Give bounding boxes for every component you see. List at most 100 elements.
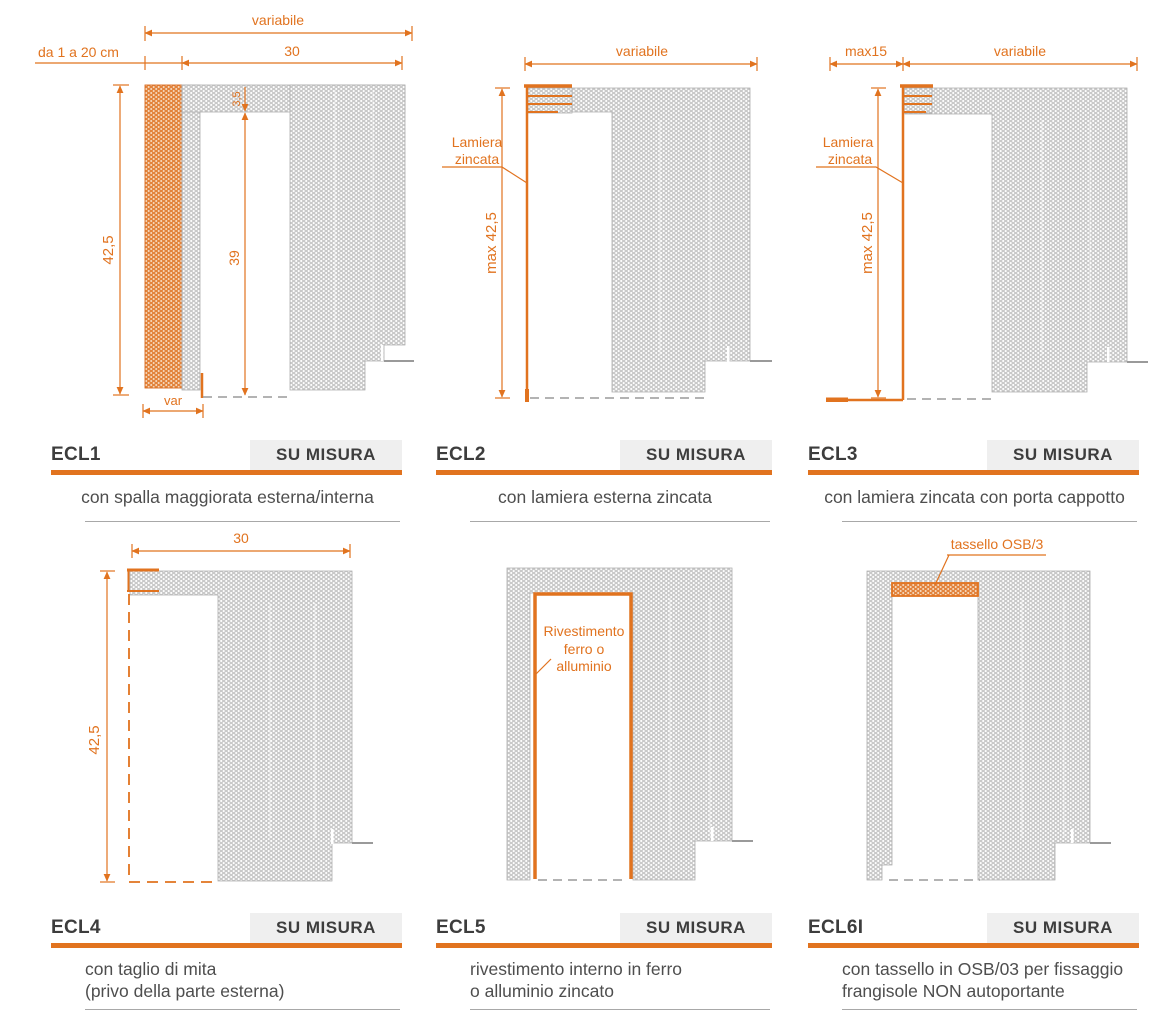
accent-bar [436,943,772,948]
description-line: con tassello in OSB/03 per fissaggio [842,959,1124,979]
svg-text:Lamiera: Lamiera [452,134,503,150]
panel-ecl4: 30 42,5 ECL4 SU MISURA con taglio di mit… [35,528,420,1010]
wall-notch [331,829,334,844]
leader-line [442,166,528,184]
ecl1-walls [144,84,414,398]
label-rivestimento: Rivestimento ferro o alluminio [535,623,625,675]
description-line: con spalla maggiorata esterna/interna [81,487,374,507]
panel-ecl2: variabile max 42,5 Lamiera zincata ECL2 … [420,0,790,523]
dim-30: 30 [181,43,403,70]
panel-description: con spalla maggiorata esterna/interna [35,486,420,508]
svg-text:da 1 a 20 cm: da 1 a 20 cm [38,44,119,60]
panel-id: ECL1 [51,444,101,465]
description-line: con taglio di mita [85,959,217,979]
panel-description: con tassello in OSB/03 per fissaggio fra… [792,958,1157,1003]
accent-bar [436,470,772,475]
accent-bar [51,943,402,948]
main-wall [289,84,406,391]
bottom-divider [842,521,1137,523]
label-lamiera-zincata: Lamiera zincata [816,134,904,184]
wall-notch [711,827,714,841]
ecl3-walls [826,84,1148,402]
su-misura-badge: SU MISURA [620,440,772,470]
svg-text:42,5: 42,5 [86,725,103,754]
main-wall [866,570,1091,881]
description-line: frangisole NON autoportante [842,981,1065,1002]
wall-notch [727,346,730,362]
dim-variabile: variabile [524,43,758,71]
ecl3-titlebar: ECL3 SU MISURA [808,440,1139,470]
description-line: o alluminio zincato [470,981,614,1002]
ecl2-drawing: variabile max 42,5 Lamiera zincata [442,43,772,402]
panel-ecl5: Rivestimento ferro o alluminio ECL5 SU M… [420,528,790,1010]
main-wall [904,87,1128,393]
panel-id: ECL2 [436,444,486,465]
leader-line [934,554,950,586]
svg-text:39: 39 [226,250,242,266]
svg-text:max15: max15 [845,43,887,59]
dim-max-42-5: max 42,5 [859,87,886,399]
svg-text:var: var [164,393,183,408]
svg-text:variabile: variabile [994,43,1046,59]
su-misura-badge: SU MISURA [250,440,402,470]
dim-var: var [142,393,204,418]
dim-da-1-a-20: da 1 a 20 cm [35,44,183,70]
gray-shoulder-strip [181,84,201,391]
svg-text:alluminio: alluminio [556,658,611,674]
panel-id: ECL6I [808,917,864,938]
su-misura-badge: SU MISURA [987,913,1139,943]
svg-text:ferro o: ferro o [564,641,605,657]
bottom-divider [85,1008,400,1010]
ecl5-drawing: Rivestimento ferro o alluminio [506,567,753,881]
main-wall [529,87,751,393]
ecl1-titlebar: ECL1 SU MISURA [51,440,402,470]
label-lamiera-zincata: Lamiera zincata [442,134,528,184]
svg-text:Rivestimento: Rivestimento [544,623,625,639]
dim-variabile: variabile [902,43,1138,71]
osb-block [891,582,979,597]
description-line: (privo della parte esterna) [85,981,285,1002]
lining-frame [533,592,633,879]
description-line: con lamiera esterna zincata [498,487,712,507]
svg-text:30: 30 [284,43,300,59]
ecl6-walls [866,570,1111,881]
ecl6-titlebar: ECL6I SU MISURA [808,913,1139,943]
svg-text:42,5: 42,5 [100,235,117,264]
panel-ecl1: variabile da 1 a 20 cm 30 42,5 [35,0,420,523]
accent-bar [51,470,402,475]
main-wall [129,570,353,882]
dim-3-5: 3,5 [231,87,249,112]
dim-30: 30 [131,530,351,558]
su-misura-badge: SU MISURA [250,913,402,943]
label-tassello: tassello OSB/3 [934,536,1046,586]
wall-notch [381,345,384,361]
description-line: con lamiera zincata con porta cappotto [824,487,1125,507]
svg-text:tassello OSB/3: tassello OSB/3 [951,536,1044,552]
bottom-divider [470,521,770,523]
accent-bar [808,470,1139,475]
ecl4-walls [127,568,373,883]
panel-id: ECL5 [436,917,486,938]
sheet-foot-stub [826,397,848,402]
dim-39: 39 [226,112,249,396]
svg-text:3,5: 3,5 [231,91,243,106]
panel-description: rivestimento interno in ferro o allumini… [420,958,790,1003]
su-misura-badge: SU MISURA [620,913,772,943]
svg-text:variabile: variabile [252,12,304,28]
panel-ecl3: max15 variabile max 42,5 Lamiera zincata… [792,0,1157,523]
panel-description: con taglio di mita (privo della parte es… [35,958,420,1003]
ecl2-titlebar: ECL2 SU MISURA [436,440,772,470]
ecl6-drawing: tassello OSB/3 [866,536,1111,881]
leader-line [535,658,552,675]
svg-text:Lamiera: Lamiera [823,134,874,150]
bottom-divider [842,1008,1137,1010]
sheet-foot-stub [525,389,529,402]
ecl6-labels: tassello OSB/3 [934,536,1046,586]
ecl2-dimensions: variabile max 42,5 Lamiera zincata [442,43,758,399]
svg-text:variabile: variabile [616,43,668,59]
main-wall [506,567,733,881]
description-line: rivestimento interno in ferro [470,959,683,979]
su-misura-badge: SU MISURA [987,440,1139,470]
accent-bar [808,943,1139,948]
